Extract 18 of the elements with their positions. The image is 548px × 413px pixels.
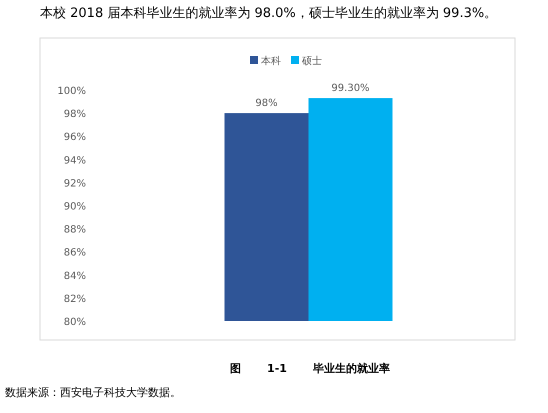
y-tick-label: 96% — [64, 132, 86, 144]
y-tick-label: 86% — [64, 248, 86, 259]
legend-label: 本科 — [261, 55, 281, 67]
y-tick-label: 92% — [64, 178, 86, 190]
data-label: 99.30% — [331, 83, 370, 94]
y-tick-label: 80% — [64, 317, 86, 328]
y-tick-label: 98% — [64, 109, 86, 120]
source-note: 数据来源：西安电子科技大学数据。 — [5, 386, 181, 399]
y-tick-label: 82% — [64, 294, 86, 305]
legend-label: 硕士 — [301, 55, 322, 67]
y-tick-label: 100% — [57, 86, 86, 97]
y-tick-label: 88% — [64, 224, 86, 236]
data-label: 98% — [255, 98, 278, 110]
y-tick-label: 90% — [64, 202, 86, 212]
y-tick-label: 84% — [64, 270, 86, 282]
text: 图 1-1 毕业生的就业率 — [230, 362, 390, 375]
text: 本校 2018 届本科毕业生的就业率为 98.0%，硕士毕业生的就业率为 99.3%。 — [40, 5, 498, 21]
y-tick-label: 94% — [64, 155, 86, 166]
